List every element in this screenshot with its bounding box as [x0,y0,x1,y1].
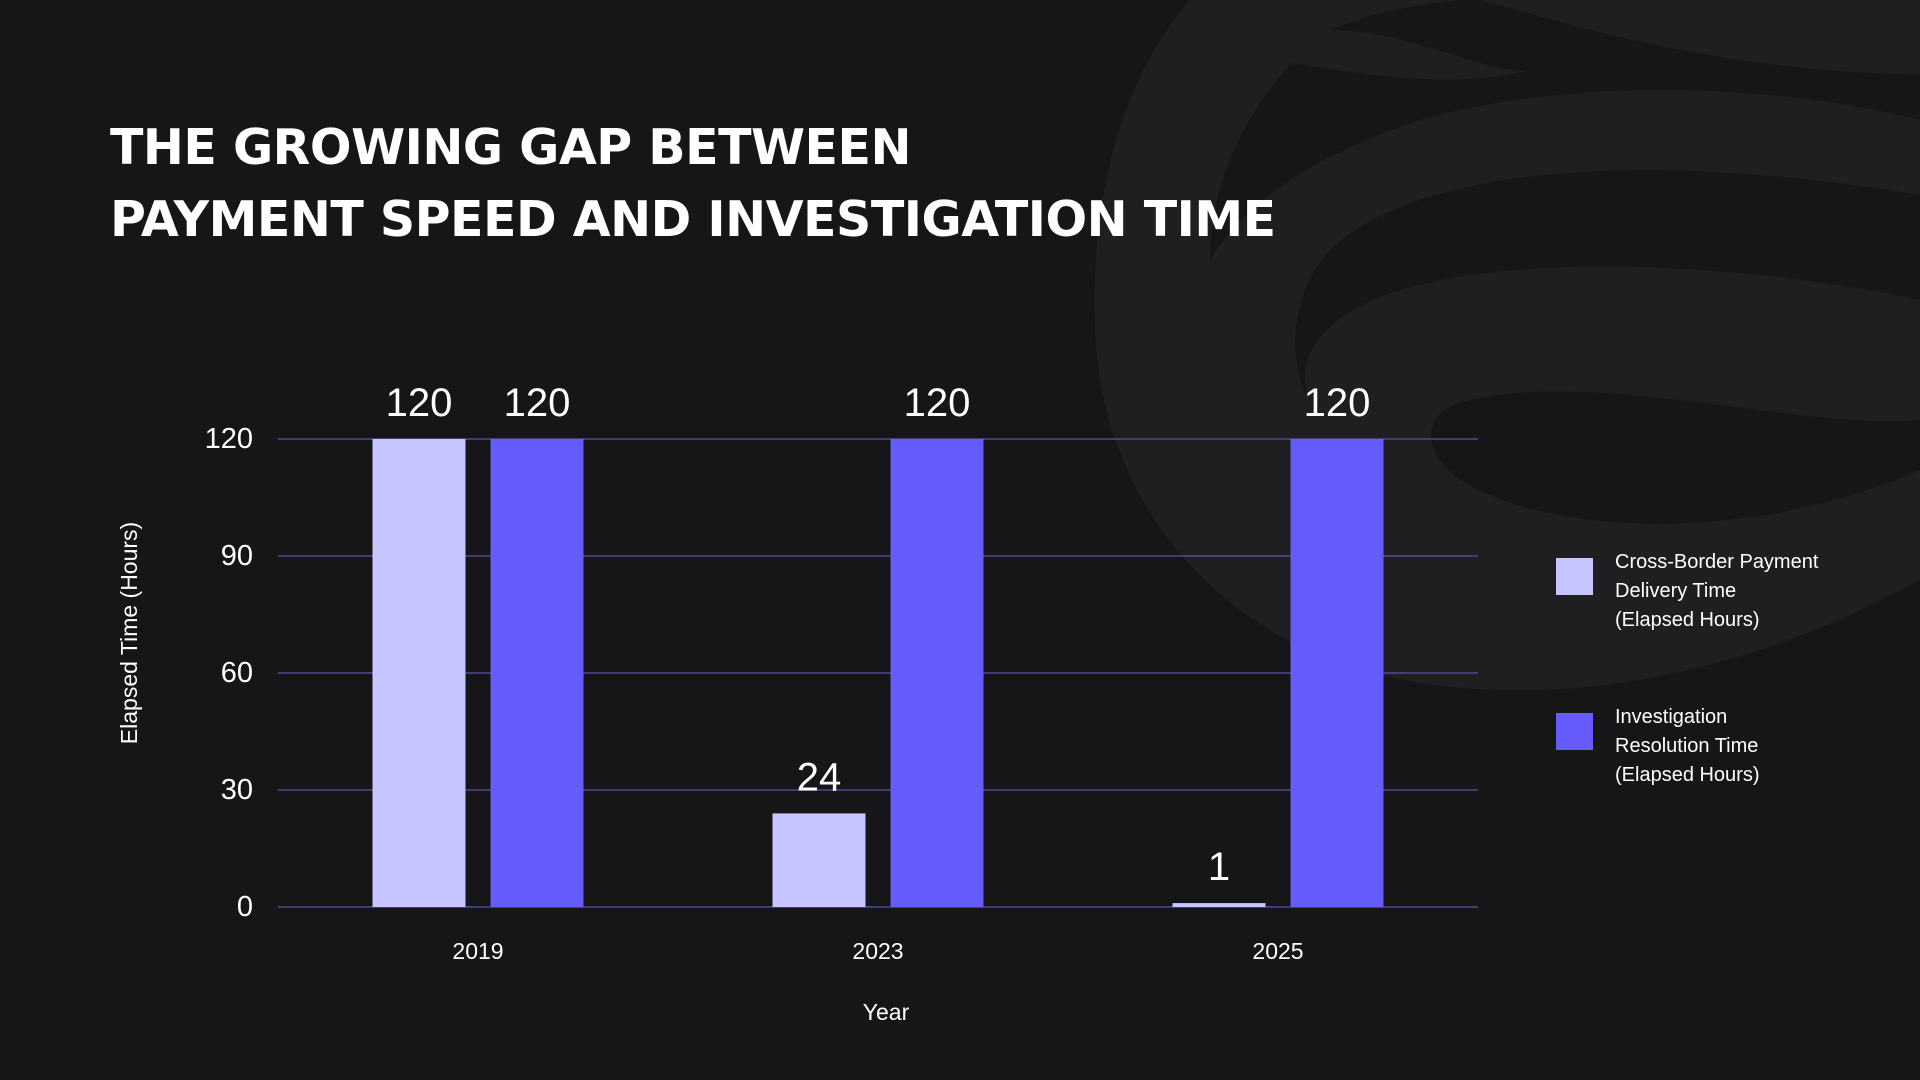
bar-2025-series-1 [1172,903,1266,907]
bar-value-labels: 120 120 24 120 1 120 [386,381,1371,889]
bar-value-label: 120 [1304,381,1371,425]
legend-item-investigation: Investigation Resolution Time (Elapsed H… [1556,703,1818,790]
x-tick-label: 2025 [1252,938,1303,964]
y-tick-label: 90 [221,540,253,572]
legend-label-line: Cross-Border Payment [1615,551,1819,573]
legend-label-line: (Elapsed Hours) [1615,609,1760,631]
legend-label-line: (Elapsed Hours) [1615,764,1760,786]
bar-2025-series-2 [1290,439,1384,907]
y-tick-label: 0 [237,891,253,923]
bars [372,439,1384,907]
y-tick-label: 60 [221,657,253,689]
legend: Cross-Border Payment Delivery Time (Elap… [1556,548,1818,858]
legend-label-investigation: Investigation Resolution Time (Elapsed H… [1615,703,1760,790]
bar-value-label: 1 [1208,845,1230,889]
y-tick-label: 120 [205,423,253,455]
bar-2023-series-1 [772,813,866,907]
bar-2019-series-2 [490,439,584,907]
y-axis-ticks: 0 30 60 90 120 [205,423,253,923]
bar-value-label: 24 [797,755,842,799]
bar-value-label: 120 [904,381,971,425]
page-title: THE GROWING GAP BETWEEN PAYMENT SPEED AN… [110,112,1276,256]
legend-label-line: Delivery Time [1615,580,1737,602]
bar-2023-series-2 [890,439,984,907]
legend-swatch-payment-delivery [1556,558,1593,595]
legend-swatch-investigation [1556,713,1593,750]
gridlines [278,438,1478,908]
y-tick-label: 30 [221,774,253,806]
y-axis-title: Elapsed Time (Hours) [116,522,142,744]
bar-value-label: 120 [504,381,571,425]
x-tick-label: 2023 [852,938,903,964]
legend-item-payment-delivery: Cross-Border Payment Delivery Time (Elap… [1556,548,1818,635]
legend-label-payment-delivery: Cross-Border Payment Delivery Time (Elap… [1615,548,1818,635]
legend-label-line: Investigation [1615,706,1728,728]
bar-value-label: 120 [386,381,453,425]
page-title-line-1: THE GROWING GAP BETWEEN [110,119,911,176]
x-axis-ticks: 2019 2023 2025 [452,938,1303,964]
x-axis-title: Year [863,999,910,1025]
legend-label-line: Resolution Time [1615,735,1759,757]
x-tick-label: 2019 [452,938,503,964]
page-title-line-2: PAYMENT SPEED AND INVESTIGATION TIME [110,191,1276,248]
bar-2019-series-1 [372,439,466,907]
